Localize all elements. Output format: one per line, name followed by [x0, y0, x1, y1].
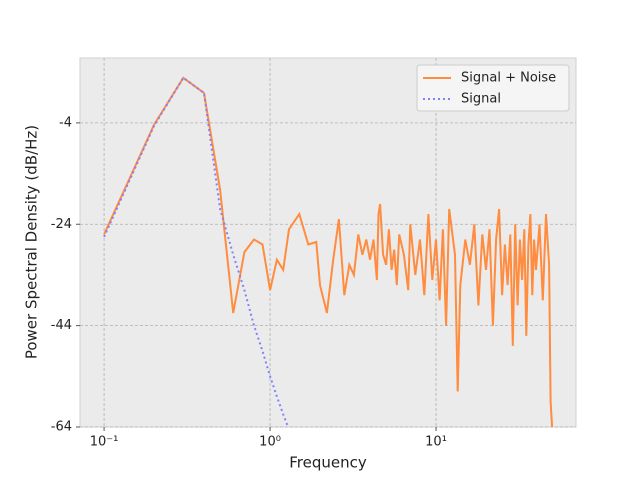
y-tick-label: -24 — [51, 217, 72, 232]
y-tick-label: -44 — [51, 318, 72, 333]
y-axis-label: Power Spectral Density (dB/Hz) — [23, 125, 41, 359]
x-tick-label: 10⁰ — [259, 435, 281, 450]
x-tick-label: 10¹ — [425, 435, 447, 450]
legend-box — [416, 64, 570, 112]
y-tick-label: -64 — [51, 420, 72, 435]
y-tick-label: -4 — [59, 115, 72, 130]
legend: Signal + Noise Signal — [416, 64, 570, 112]
x-axis-label: Frequency — [289, 454, 367, 472]
series-line — [103, 76, 290, 427]
grid: -4 -24 -44 -64 10⁻¹ 10⁰ 10¹ — [51, 58, 576, 450]
x-tick-label: 10⁻¹ — [90, 435, 119, 450]
legend-label: Signal + Noise — [461, 71, 556, 86]
lines — [103, 76, 554, 427]
series-line — [103, 76, 554, 427]
plot-area — [79, 57, 577, 428]
legend-label: Signal — [461, 92, 501, 107]
